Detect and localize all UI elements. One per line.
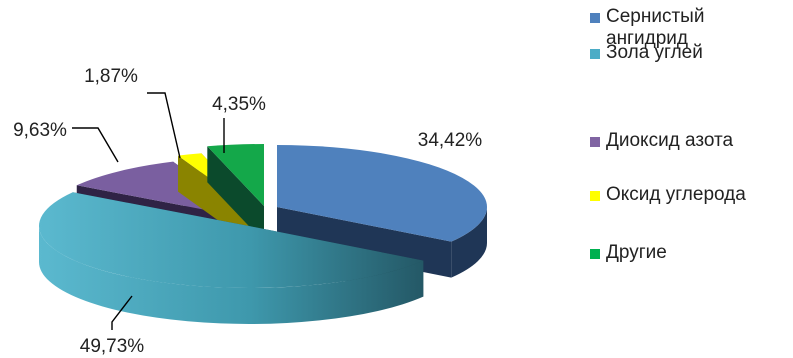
- data-label: 9,63%: [13, 120, 67, 141]
- leader-line: [72, 127, 119, 163]
- legend-label: Диоксид азота: [606, 130, 734, 151]
- leader-line: [111, 295, 133, 330]
- pie-slice-rim: [451, 207, 487, 278]
- legend-label: Оксид углерода: [606, 184, 746, 205]
- legend-swatch: [590, 137, 600, 147]
- pie-slice-wall: [207, 146, 264, 242]
- legend-item: Зола углей: [590, 42, 793, 64]
- legend-item: Диоксид азота: [590, 130, 793, 152]
- legend-item: Оксид углерода: [590, 184, 793, 206]
- legend-swatch: [590, 49, 600, 59]
- pie-slices: [38, 144, 488, 324]
- data-label: 34,42%: [418, 130, 483, 151]
- legend-swatch: [590, 249, 600, 259]
- legend-label: Зола углей: [606, 42, 703, 63]
- pie-slice: [207, 144, 264, 242]
- pie-slice-top: [277, 145, 488, 242]
- leader-lines: [72, 92, 225, 330]
- legend-swatch: [590, 191, 600, 201]
- legend-swatch: [590, 13, 600, 23]
- pie-slice-top: [207, 144, 264, 206]
- leader-line: [147, 92, 181, 159]
- pie-slice-top: [38, 192, 424, 289]
- data-labels: 34,42% 49,73% 9,63% 1,87% 4,35%: [13, 66, 482, 357]
- legend-label: Другие: [606, 242, 667, 263]
- legend-item: Сернистый ангидрид: [590, 6, 716, 50]
- data-label: 1,87%: [84, 66, 138, 87]
- pie-slice: [38, 192, 424, 324]
- legend-item: Другие: [590, 242, 793, 264]
- legend-label: Сернистый ангидрид: [606, 6, 705, 49]
- data-label: 49,73%: [80, 336, 145, 357]
- pie-slice-rim: [39, 226, 424, 324]
- data-label: 4,35%: [212, 94, 266, 115]
